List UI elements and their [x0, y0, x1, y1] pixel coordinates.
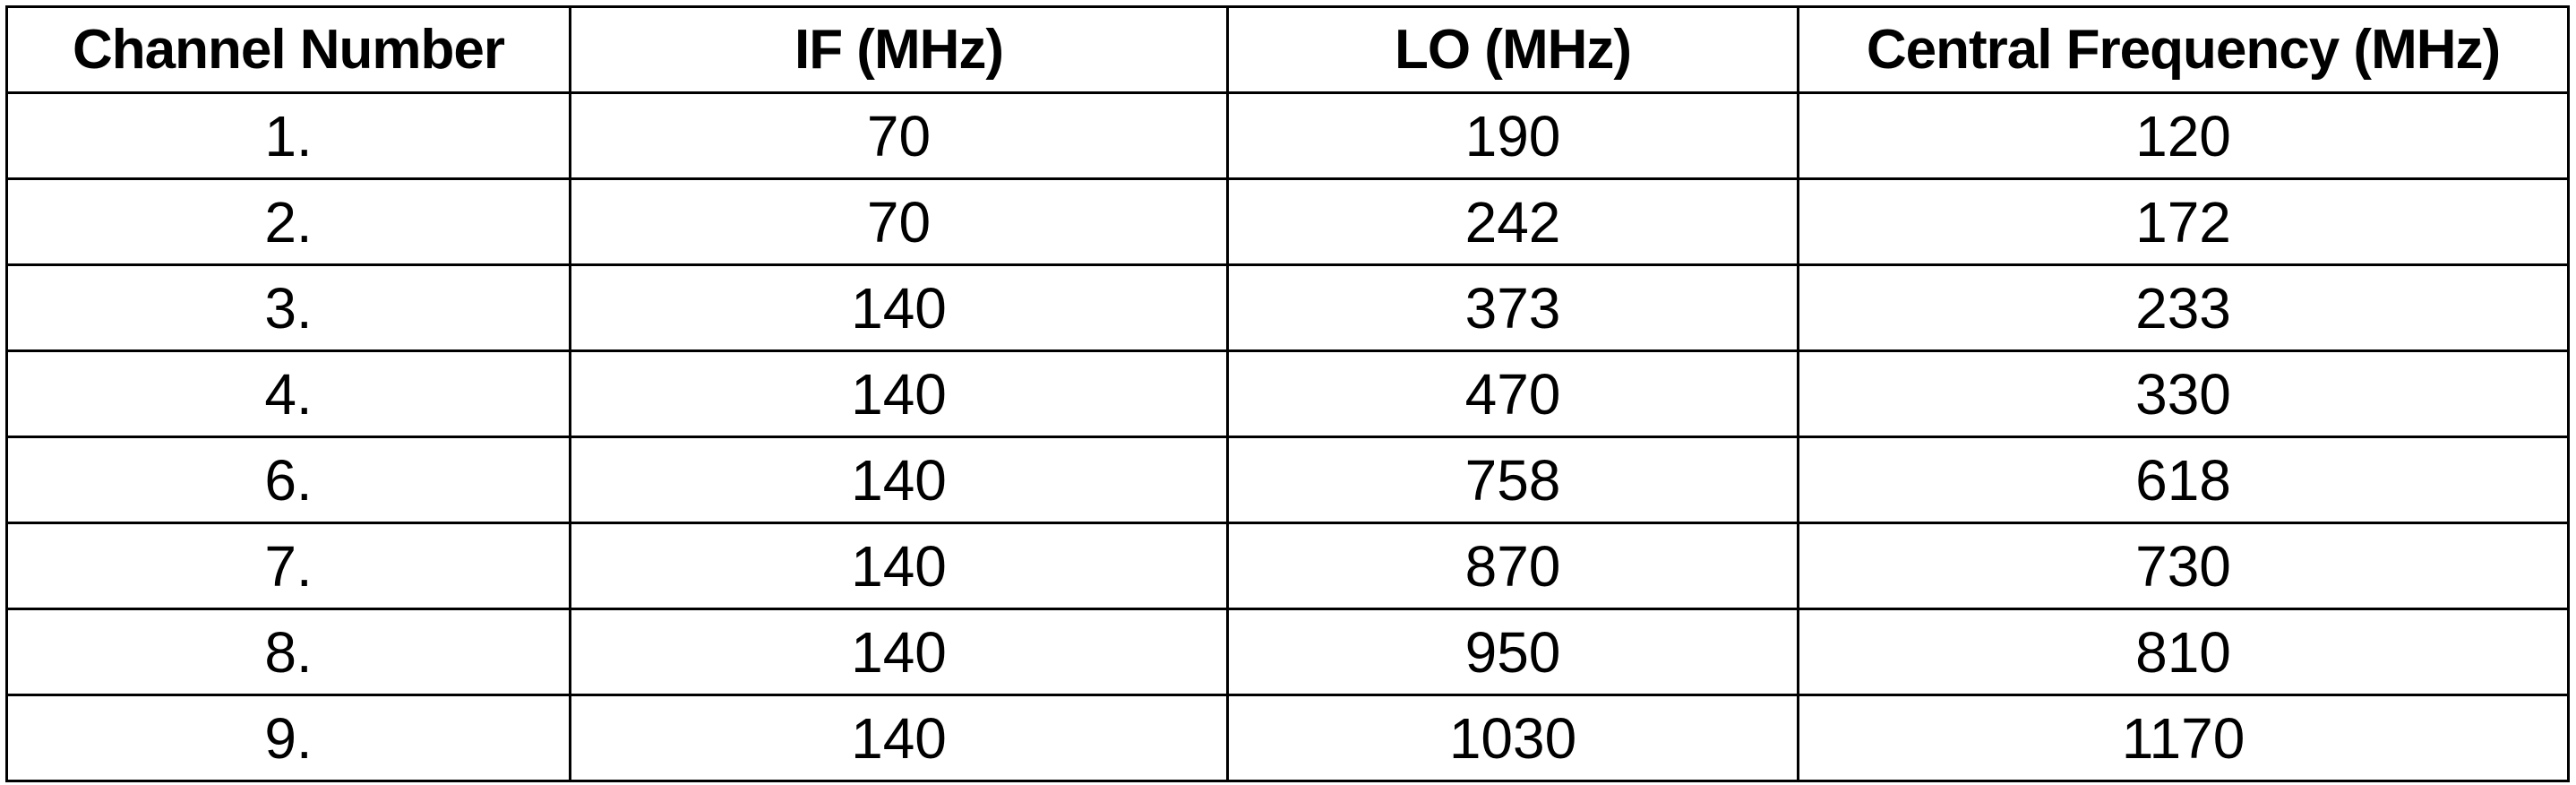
cell-channel-number: 9. — [5, 694, 571, 782]
cell-lo: 470 — [1226, 349, 1799, 438]
cell-channel-number: 8. — [5, 608, 571, 696]
cell-channel-number: 7. — [5, 522, 571, 610]
table-row: 6. 140 758 618 — [5, 436, 2570, 524]
table-header: Channel Number IF (MHz) LO (MHz) Central… — [5, 5, 2570, 94]
cell-central-frequency: 233 — [1797, 263, 2570, 352]
cell-channel-number: 6. — [5, 436, 571, 524]
cell-central-frequency: 1170 — [1797, 694, 2570, 782]
table-row: 7. 140 870 730 — [5, 522, 2570, 610]
table-row: 4. 140 470 330 — [5, 349, 2570, 438]
cell-central-frequency: 120 — [1797, 91, 2570, 180]
cell-lo: 870 — [1226, 522, 1799, 610]
cell-if: 140 — [569, 349, 1229, 438]
header-central-frequency: Central Frequency (MHz) — [1797, 5, 2570, 94]
cell-if: 140 — [569, 522, 1229, 610]
cell-if: 140 — [569, 608, 1229, 696]
cell-central-frequency: 810 — [1797, 608, 2570, 696]
header-lo: LO (MHz) — [1226, 5, 1799, 94]
header-if: IF (MHz) — [569, 5, 1229, 94]
header-row: Channel Number IF (MHz) LO (MHz) Central… — [5, 5, 2570, 94]
header-channel-number: Channel Number — [5, 5, 571, 94]
cell-central-frequency: 730 — [1797, 522, 2570, 610]
cell-lo: 373 — [1226, 263, 1799, 352]
cell-if: 70 — [569, 91, 1229, 180]
channel-frequency-table: Channel Number IF (MHz) LO (MHz) Central… — [5, 5, 2570, 782]
cell-central-frequency: 172 — [1797, 177, 2570, 266]
cell-if: 140 — [569, 694, 1229, 782]
cell-central-frequency: 618 — [1797, 436, 2570, 524]
cell-lo: 1030 — [1226, 694, 1799, 782]
cell-channel-number: 1. — [5, 91, 571, 180]
table-row: 9. 140 1030 1170 — [5, 694, 2570, 782]
table-row: 8. 140 950 810 — [5, 608, 2570, 696]
table-row: 3. 140 373 233 — [5, 263, 2570, 352]
cell-channel-number: 2. — [5, 177, 571, 266]
cell-if: 70 — [569, 177, 1229, 266]
cell-lo: 190 — [1226, 91, 1799, 180]
cell-central-frequency: 330 — [1797, 349, 2570, 438]
cell-lo: 242 — [1226, 177, 1799, 266]
cell-channel-number: 3. — [5, 263, 571, 352]
table-body: 1. 70 190 120 2. 70 242 172 3. 140 373 2… — [5, 91, 2570, 782]
cell-if: 140 — [569, 263, 1229, 352]
cell-if: 140 — [569, 436, 1229, 524]
cell-channel-number: 4. — [5, 349, 571, 438]
cell-lo: 950 — [1226, 608, 1799, 696]
cell-lo: 758 — [1226, 436, 1799, 524]
table-row: 1. 70 190 120 — [5, 91, 2570, 180]
table-row: 2. 70 242 172 — [5, 177, 2570, 266]
table-container: Channel Number IF (MHz) LO (MHz) Central… — [5, 5, 2570, 782]
